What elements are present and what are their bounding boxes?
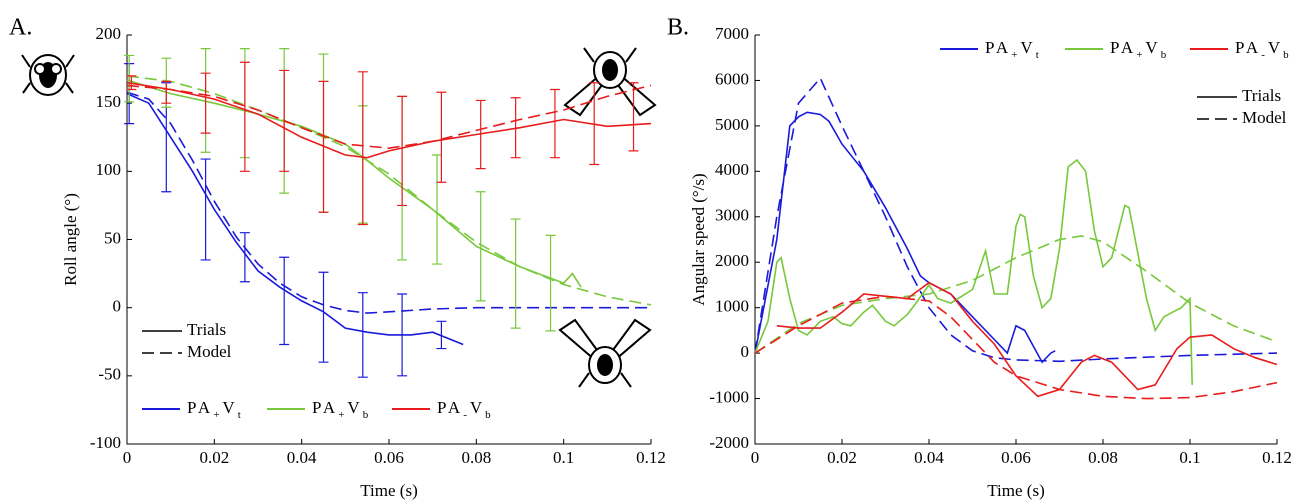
legend-style-label: Model <box>187 342 232 361</box>
x-tick-label: 0.02 <box>827 448 857 467</box>
x-tick-label: 0 <box>751 448 760 467</box>
x-tick-label: 0.1 <box>1179 448 1200 467</box>
error-bar <box>475 191 486 302</box>
error-bar <box>397 95 408 207</box>
error-bar <box>545 234 556 332</box>
error-bar <box>510 218 521 329</box>
y-tick-label: 2000 <box>715 251 749 270</box>
y-tick-label: 6000 <box>715 69 749 88</box>
data-line <box>754 111 1056 364</box>
error-bar <box>239 232 250 283</box>
y-tick-label: 50 <box>104 228 121 247</box>
error-bar <box>436 91 447 183</box>
x-tick-label: 0.12 <box>636 448 666 467</box>
error-bar <box>124 54 135 103</box>
data-line <box>126 75 652 306</box>
data-line <box>754 76 1278 363</box>
x-tick-label: 0.12 <box>1262 448 1292 467</box>
y-tick-label: 4000 <box>715 160 749 179</box>
y-tick-label: -50 <box>98 365 121 384</box>
x-tick-label: 0 <box>123 448 132 467</box>
error-bar <box>161 80 172 104</box>
x-tick-label: 0.06 <box>1001 448 1031 467</box>
y-tick-label: 1000 <box>715 297 749 316</box>
error-bar <box>318 271 329 363</box>
legend-label: PA-Vb <box>1235 38 1292 61</box>
x-axis-label: Time (s) <box>987 481 1044 500</box>
legend-style-label: Model <box>1242 108 1287 127</box>
y-tick-label: -1000 <box>709 387 749 406</box>
legend-style-label: Trials <box>187 320 226 339</box>
y-tick-label: 200 <box>96 24 122 43</box>
data-line <box>126 81 652 159</box>
data-line <box>126 84 652 150</box>
x-tick-label: 0.06 <box>374 448 404 467</box>
y-axis-label: Angular speed (°/s) <box>689 173 708 305</box>
legend-label: PA-Vb <box>437 398 494 421</box>
legend-style-label: Trials <box>1242 86 1281 105</box>
x-axis-label: Time (s) <box>360 481 417 500</box>
legend-label: PA+Vb <box>1110 38 1169 61</box>
x-tick-label: 0.04 <box>914 448 944 467</box>
legend-label: PA+Vt <box>985 38 1042 61</box>
insect-icon <box>21 47 657 388</box>
error-bar <box>357 71 368 226</box>
y-tick-label: 150 <box>96 92 122 111</box>
x-tick-label: 0.08 <box>461 448 491 467</box>
legend-label: PA+Vt <box>187 398 244 421</box>
x-tick-label: 0.08 <box>1088 448 1118 467</box>
error-bar <box>200 72 211 134</box>
data-line <box>754 295 1278 400</box>
data-line <box>754 158 1193 385</box>
error-bar <box>549 88 560 159</box>
y-tick-label: 5000 <box>715 115 749 134</box>
y-tick-label: -100 <box>90 433 121 452</box>
data-line <box>754 235 1278 354</box>
error-bar <box>432 154 443 265</box>
data-line <box>126 79 582 288</box>
y-tick-label: 7000 <box>715 24 749 43</box>
error-bar <box>200 158 211 261</box>
error-bar <box>628 82 639 152</box>
error-bar <box>239 61 250 172</box>
y-axis-label: Roll angle (°) <box>61 193 80 286</box>
y-tick-label: 100 <box>96 160 122 179</box>
data-line <box>776 281 1278 398</box>
y-tick-label: -2000 <box>709 433 749 452</box>
panel-label: A. <box>9 15 32 41</box>
y-tick-label: 0 <box>741 342 750 361</box>
y-tick-label: 3000 <box>715 206 749 225</box>
data-line <box>126 92 464 346</box>
error-bar <box>279 256 290 346</box>
y-tick-label: 0 <box>113 297 122 316</box>
error-bar <box>357 292 368 378</box>
x-tick-label: 0.04 <box>287 448 317 467</box>
x-tick-label: 0.02 <box>199 448 229 467</box>
x-tick-label: 0.1 <box>553 448 574 467</box>
panel-label: B. <box>667 15 689 41</box>
legend-label: PA+Vb <box>312 398 371 421</box>
data-line <box>126 91 651 314</box>
